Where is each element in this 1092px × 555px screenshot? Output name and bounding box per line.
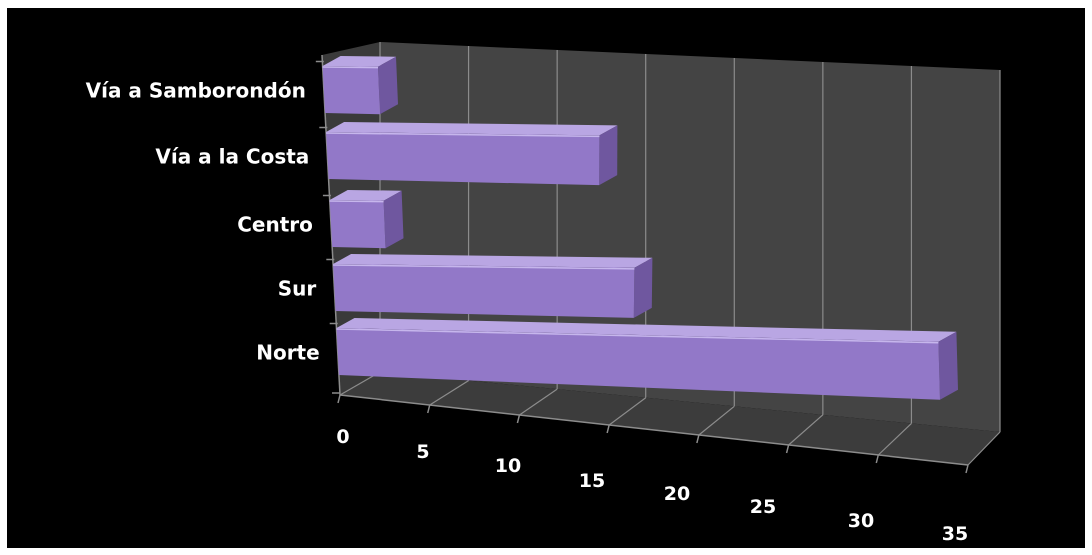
floor xyxy=(340,372,1000,465)
x-tick-mark xyxy=(516,414,521,424)
category-label: Sur xyxy=(278,277,317,301)
x-tick-mark xyxy=(426,404,431,414)
bar xyxy=(326,122,618,186)
category-labels: Vía a Samborondón Vía a la Costa Centro Sur… xyxy=(86,60,340,394)
category-label: Vía a la Costa xyxy=(155,145,309,169)
x-tick-label: 5 xyxy=(416,441,429,463)
bar xyxy=(329,190,404,249)
bar-top xyxy=(336,318,957,342)
bar-highlight xyxy=(333,264,635,270)
floor-gridline xyxy=(608,397,647,426)
x-tick-label: 25 xyxy=(750,496,776,518)
plot-area xyxy=(322,42,1000,465)
floor-gridline xyxy=(877,422,912,456)
x-tick-label: 35 xyxy=(942,523,968,545)
bar-front xyxy=(326,132,600,186)
bar-side xyxy=(383,190,404,249)
bar xyxy=(336,318,958,400)
floor-gridline xyxy=(519,388,558,416)
x-tick-labels: 0 5 10 15 20 25 30 35 xyxy=(336,426,968,545)
x-tick-mark xyxy=(696,434,700,444)
bar-top xyxy=(326,122,618,136)
floor-gridline xyxy=(698,405,735,436)
bar-front xyxy=(336,328,940,400)
bar xyxy=(322,56,398,115)
chart-frame: Vía a Samborondón Vía a la Costa Centro Sur… xyxy=(7,8,1085,548)
bar-front xyxy=(329,200,386,249)
x-tick-mark xyxy=(337,394,341,404)
x-tick-label: 10 xyxy=(495,455,521,477)
axes xyxy=(321,54,969,474)
bar-highlight xyxy=(329,200,384,203)
x-tick-mark xyxy=(965,464,969,474)
bar-front xyxy=(333,264,635,318)
x-tick-label: 0 xyxy=(336,426,349,448)
bar-top xyxy=(322,56,396,67)
category-axis-line xyxy=(321,54,341,396)
x-tick-label: 15 xyxy=(579,470,605,492)
x-tick-mark xyxy=(606,424,610,434)
bar-highlight xyxy=(326,132,600,138)
bar-top xyxy=(333,254,653,268)
floor-gridline xyxy=(967,431,1001,466)
bar-side xyxy=(938,331,958,400)
bar-side xyxy=(599,125,618,186)
bars xyxy=(322,56,958,400)
bar-side xyxy=(633,257,653,318)
x-tick-label: 30 xyxy=(848,510,874,532)
category-label: Centro xyxy=(237,213,313,237)
category-label: Vía a Samborondón xyxy=(86,79,306,103)
bar-front xyxy=(322,66,380,115)
value-axis-line xyxy=(339,394,969,466)
bar-highlight xyxy=(322,66,379,69)
bar xyxy=(333,254,653,318)
floor-gridline xyxy=(429,380,469,406)
x-tick-mark xyxy=(785,444,790,454)
bar-chart: Vía a Samborondón Vía a la Costa Centro Sur… xyxy=(86,42,1001,545)
category-label: Norte xyxy=(256,341,319,365)
x-tick-mark xyxy=(875,454,880,464)
floor-gridline xyxy=(788,414,824,446)
bar-side xyxy=(378,56,398,115)
bar-highlight xyxy=(336,328,939,344)
x-tick-label: 20 xyxy=(664,483,690,505)
bar-top xyxy=(329,190,402,201)
